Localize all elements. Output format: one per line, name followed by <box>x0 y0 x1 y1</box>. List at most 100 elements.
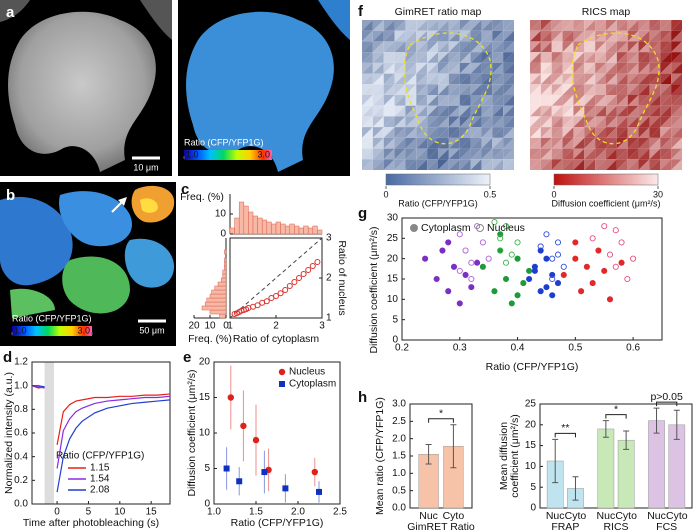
heatmap-cell <box>394 116 406 128</box>
heatmap-cell <box>438 105 449 117</box>
heatmap-cell <box>427 52 438 63</box>
heatmap-cell <box>671 73 682 85</box>
heatmap-cell <box>573 30 585 42</box>
heatmap-cell <box>470 116 482 128</box>
heatmap-cell <box>383 73 395 85</box>
legend-marker <box>278 368 286 376</box>
heatmap-cell <box>616 84 628 95</box>
heatmap-cell <box>503 95 514 106</box>
x-tick-label: 0.4 <box>511 343 525 354</box>
heatmap-cell <box>372 105 384 117</box>
heatmap-cell <box>530 73 541 85</box>
heatmap-cell <box>470 95 482 106</box>
heatmap-cell <box>551 52 563 63</box>
heatmap-cell <box>405 148 417 160</box>
heatmap-cell <box>649 30 661 42</box>
heatmap-cell <box>530 137 541 149</box>
heatmap-cell <box>383 116 395 128</box>
colorbar-label: Ratio (CFP/YFP1G) <box>398 198 478 208</box>
heatmap-cell <box>584 116 596 128</box>
heatmap-cell <box>616 105 628 117</box>
heatmap-cell <box>606 52 617 63</box>
heatmap-cell <box>584 52 596 63</box>
heatmap-cell <box>671 41 682 53</box>
axis-label: Freq. (%) <box>188 333 232 345</box>
cell <box>10 288 55 318</box>
heatmap-cell <box>616 159 628 170</box>
heatmap-cell <box>427 62 438 74</box>
point <box>606 251 614 258</box>
hist-bar <box>303 225 309 235</box>
heatmap-cell <box>427 95 438 106</box>
heatmap-cell <box>573 62 585 74</box>
heatmap-cell <box>551 30 563 42</box>
heatmap-cell <box>551 84 563 95</box>
heatmap-cell <box>638 127 650 138</box>
heatmap-cell <box>562 52 574 63</box>
heatmap-cell <box>616 95 628 106</box>
heatmap-cell <box>595 20 606 31</box>
point <box>479 239 486 246</box>
heatmap-cell <box>481 95 493 106</box>
colorbar-label: Diffusion coefficient (μm²/s) <box>552 198 661 208</box>
heatmap-cell <box>595 62 606 74</box>
heatmap-cell <box>427 148 438 160</box>
legend-label: 1.54 <box>90 474 110 485</box>
point <box>497 231 504 238</box>
bar <box>648 420 665 509</box>
heatmap-cell <box>459 148 471 160</box>
heatmap-cell <box>459 84 471 95</box>
heatmap-cell <box>627 137 639 149</box>
heatmap-cell <box>616 52 628 63</box>
point <box>549 255 556 262</box>
point <box>612 263 619 270</box>
heatmap-cell <box>383 52 395 63</box>
heatmap-cell <box>372 41 384 53</box>
heatmap-cell <box>649 127 661 138</box>
y-tick-label: 0 <box>220 229 226 240</box>
heatmap-cell <box>492 41 504 53</box>
panel-label: h <box>358 389 367 406</box>
heatmap-cell <box>671 20 682 31</box>
heatmap-cell <box>638 73 650 85</box>
heatmap-cell <box>492 41 504 53</box>
heatmap-cell <box>372 95 384 106</box>
heatmap-cell <box>616 159 628 170</box>
heatmap-cell <box>427 137 438 149</box>
heatmap-cell <box>551 73 563 85</box>
heatmap-cell <box>562 84 574 95</box>
axis-label: Normalized intensity (a.u.) <box>3 372 15 494</box>
heatmap-cell <box>438 41 449 53</box>
heatmap-cell <box>394 105 406 117</box>
heatmap-cell <box>394 159 406 170</box>
heatmap-cell <box>616 116 628 128</box>
heatmap-cell <box>448 116 460 128</box>
heatmap-cell <box>438 116 449 128</box>
significance-label: p>0.05 <box>650 391 683 403</box>
heatmap-cell <box>595 84 606 95</box>
y-tick-label: 0.6 <box>14 428 28 439</box>
heatmap-cell <box>481 20 493 31</box>
heatmap-cell <box>481 137 493 149</box>
cell <box>59 191 132 247</box>
category-label: Nuc <box>546 510 565 522</box>
heatmap-cell <box>405 20 417 31</box>
heatmap-cell <box>627 84 639 95</box>
heatmap-cell <box>606 84 617 95</box>
heatmap-cell <box>503 73 514 85</box>
heatmap-cell <box>540 73 552 85</box>
heatmap-cell <box>416 137 428 149</box>
heatmap-cell <box>573 52 585 63</box>
heatmap-cell <box>481 20 493 31</box>
error-bar <box>623 430 630 450</box>
heatmap-cell <box>530 159 541 170</box>
heatmap-cell <box>606 62 617 74</box>
point <box>474 223 481 230</box>
bleach-band <box>44 362 54 504</box>
heatmap-cell <box>562 20 574 31</box>
heatmap-cell <box>481 105 493 117</box>
heatmap-cell <box>573 159 585 170</box>
heatmap-cell <box>362 62 373 74</box>
y-tick-label: 1.0 <box>392 468 406 479</box>
